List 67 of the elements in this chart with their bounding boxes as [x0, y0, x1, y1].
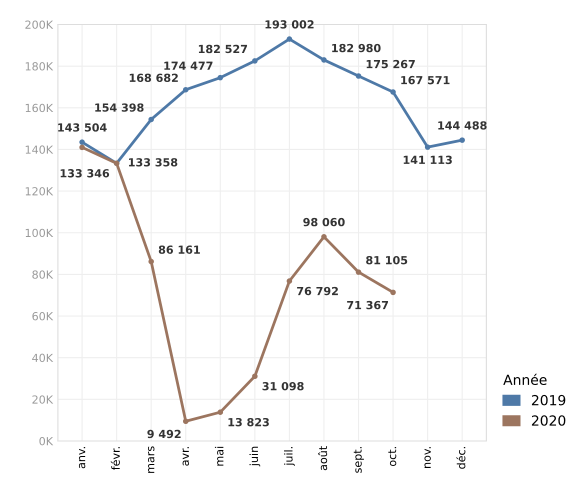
- point: [286, 278, 292, 284]
- point: [356, 269, 362, 275]
- data-label: 175 267: [366, 60, 415, 68]
- data-label: 31 098: [262, 382, 304, 390]
- y-tick-label: 200K: [25, 20, 54, 29]
- y-tick-label: 160K: [26, 104, 54, 112]
- point: [286, 36, 292, 42]
- y-tick-label: 0K: [39, 436, 54, 446]
- data-label: 168 682: [130, 74, 178, 82]
- x-tick-label: mars: [148, 446, 154, 473]
- data-label: 154 398: [95, 103, 144, 112]
- legend-title: Année: [503, 374, 547, 386]
- data-label: 86 161: [158, 245, 200, 254]
- data-label: 133 346: [60, 169, 110, 178]
- point: [79, 144, 85, 150]
- point: [218, 409, 224, 415]
- x-tick-label: avr.: [182, 447, 189, 466]
- x-tick-label: oct.: [388, 447, 396, 466]
- y-tick-label: 20K: [32, 395, 54, 404]
- x-tick-label: mai: [214, 446, 224, 466]
- x-tick-label: août: [318, 446, 328, 470]
- data-label: 76 792: [297, 286, 338, 296]
- data-label: 141 113: [404, 156, 452, 164]
- legend-label: 2020: [532, 415, 566, 426]
- y-tick-label: 40K: [32, 354, 54, 362]
- x-tick-label: anv.: [78, 447, 86, 468]
- data-label: 9 492: [147, 430, 181, 438]
- x-tick-label: juin: [249, 446, 260, 466]
- data-label: 182 527: [198, 44, 248, 54]
- data-label: 174 477: [164, 62, 212, 70]
- data-label: 182 980: [332, 44, 381, 52]
- y-tick-label: 60K: [32, 312, 54, 320]
- x-tick-label: juil.: [284, 447, 295, 466]
- point: [182, 418, 189, 424]
- point: [148, 116, 154, 122]
- data-label: 167 571: [401, 76, 450, 84]
- data-label: 71 367: [347, 300, 388, 310]
- y-tick-label: 180K: [26, 62, 54, 71]
- point: [252, 58, 258, 64]
- data-label: 133 358: [129, 158, 178, 167]
- y-tick-label: 120K: [26, 187, 54, 196]
- legend-label: 2019: [532, 394, 566, 406]
- x-tick-label: nov.: [424, 447, 431, 468]
- point: [390, 290, 396, 296]
- data-label: 143 504: [58, 123, 107, 132]
- point: [356, 73, 362, 79]
- data-label: 81 105: [366, 256, 408, 264]
- point: [321, 234, 327, 240]
- point: [182, 86, 189, 92]
- x-tick-label: sept.: [354, 447, 364, 473]
- point: [79, 139, 85, 145]
- x-tick-label: févr.: [110, 447, 120, 470]
- x-tick-label: déc.: [456, 447, 466, 469]
- point: [390, 89, 396, 95]
- data-label: 144 488: [438, 121, 487, 130]
- point: [252, 373, 258, 380]
- y-tick-label: 100K: [26, 228, 54, 238]
- point: [148, 258, 154, 264]
- point: [459, 137, 465, 143]
- data-label: 13 823: [228, 418, 269, 426]
- point: [218, 74, 224, 80]
- point: [321, 57, 327, 63]
- data-label: 193 002: [266, 20, 314, 29]
- y-tick-label: 80K: [32, 270, 54, 279]
- data-label: 98 060: [303, 218, 345, 226]
- point: [424, 144, 430, 150]
- y-tick-label: 140K: [26, 145, 54, 154]
